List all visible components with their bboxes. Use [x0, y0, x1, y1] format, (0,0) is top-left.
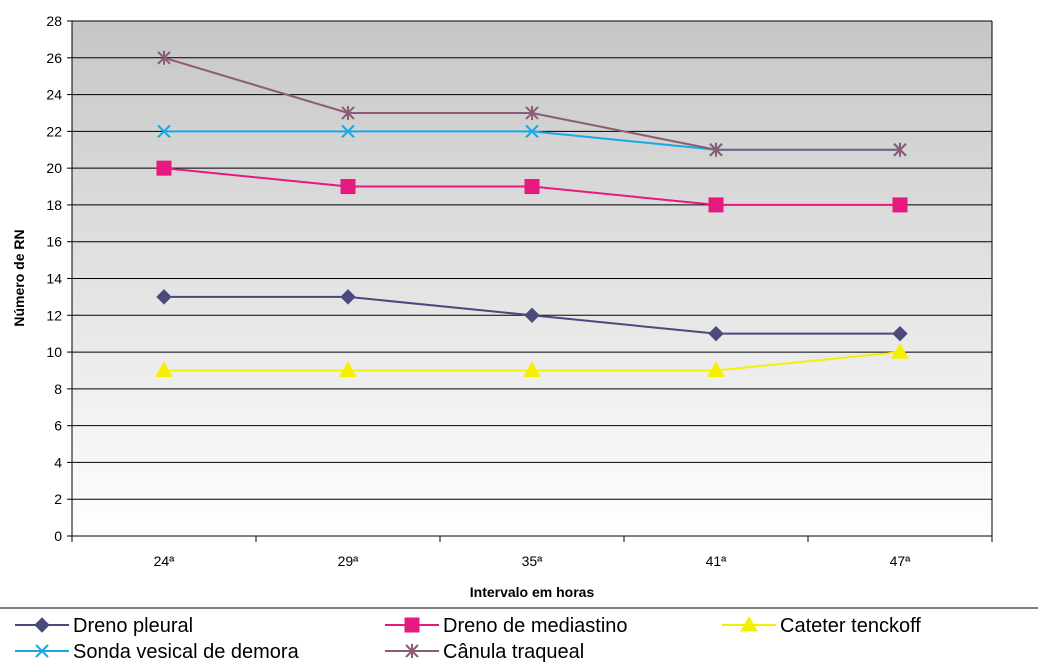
y-tick-label: 4	[54, 454, 62, 470]
legend-item: Dreno de mediastino	[385, 615, 628, 637]
y-axis-title: Número de RN	[11, 229, 27, 326]
data-point	[709, 142, 723, 157]
series-1	[156, 160, 908, 213]
legend-label: Dreno de mediastino	[443, 615, 628, 637]
data-point	[892, 197, 908, 213]
data-point	[891, 343, 909, 359]
legend-marker	[34, 617, 50, 633]
y-tick-label: 20	[46, 160, 62, 176]
legend-item: Dreno pleural	[15, 615, 193, 637]
data-point	[155, 361, 173, 377]
y-tick-label: 16	[46, 234, 62, 250]
series-4	[157, 50, 907, 157]
legend-marker	[740, 615, 758, 632]
y-tick-label: 2	[54, 491, 62, 507]
legend-item: Cateter tenckoff	[722, 615, 921, 637]
y-tick-label: 26	[46, 50, 62, 66]
legend: Dreno pleural Dreno de mediastino Cateter …	[15, 615, 921, 663]
legend-label: Dreno pleural	[73, 615, 193, 637]
data-point	[524, 307, 540, 323]
data-point	[524, 179, 540, 195]
data-point	[340, 289, 356, 305]
y-tick-label: 14	[46, 271, 62, 287]
data-point	[341, 105, 355, 120]
x-tick-label: 24ª	[154, 553, 176, 569]
data-point	[892, 325, 908, 342]
data-point	[525, 105, 539, 120]
legend-label: Cateter tenckoff	[780, 615, 921, 637]
legend-marker	[404, 617, 420, 633]
axes	[67, 20, 993, 542]
y-tick-label: 28	[46, 13, 62, 29]
data-point	[156, 289, 172, 305]
x-tick-label: 41ª	[706, 553, 728, 569]
y-tick-label: 8	[54, 381, 62, 397]
legend-item: Cânula traqueal	[385, 641, 584, 663]
series-2	[155, 343, 909, 377]
y-tick-label: 22	[46, 123, 62, 139]
data-point	[708, 197, 724, 213]
data-point	[707, 361, 725, 377]
data-point	[157, 50, 171, 65]
x-tick-labels: 24ª 29ª 35ª 41ª 47ª	[154, 553, 912, 569]
legend-marker	[405, 644, 419, 658]
x-tick-label: 29ª	[338, 553, 360, 569]
legend-label: Sonda vesical de demora	[73, 641, 300, 663]
series-lines	[155, 50, 909, 377]
data-point	[893, 142, 907, 157]
series-0	[156, 289, 908, 342]
data-point	[341, 124, 355, 139]
legend-item: Sonda vesical de demora	[15, 641, 300, 663]
y-tick-label: 24	[46, 87, 62, 103]
y-tick-label: 18	[46, 197, 62, 213]
legend-label: Cânula traqueal	[443, 641, 584, 663]
x-axis-title: Intervalo em horas	[470, 584, 595, 600]
data-point	[339, 361, 357, 377]
data-point	[525, 124, 539, 139]
legend-marker	[35, 644, 49, 658]
x-tick-label: 47ª	[890, 553, 912, 569]
y-tick-label: 6	[54, 418, 62, 434]
y-tick-label: 12	[46, 307, 62, 323]
data-point	[523, 361, 541, 377]
y-tick-label: 0	[54, 528, 62, 544]
data-point	[708, 325, 724, 342]
y-tick-label: 10	[46, 344, 62, 360]
data-point	[157, 124, 171, 139]
x-tick-label: 35ª	[522, 553, 544, 569]
data-point	[156, 160, 172, 176]
data-point	[340, 179, 356, 195]
